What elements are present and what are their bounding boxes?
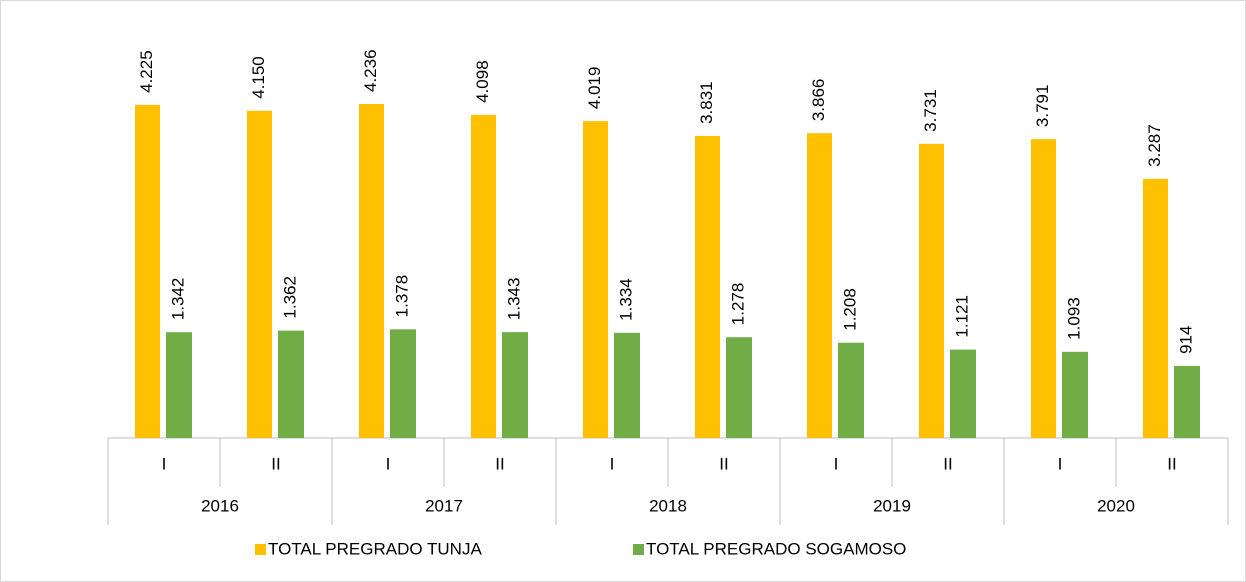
value-label: 4.236 [361,49,380,92]
bar [726,337,752,438]
value-label: 4.150 [249,56,268,99]
x-tick-label: I [1058,454,1063,473]
value-label: 4.225 [137,50,156,93]
bar [807,133,832,438]
bar [614,332,640,438]
bar [1062,351,1088,438]
x-tick-label: I [834,454,839,473]
bar [950,349,976,438]
value-label: 1.362 [280,276,299,319]
value-label: 1.342 [168,278,187,321]
bar [278,330,304,438]
group-label: 2018 [649,496,687,515]
value-label: 3.866 [809,79,828,122]
value-label: 3.287 [1145,124,1164,167]
bar [1031,139,1056,438]
bar [838,342,864,438]
bar [359,104,384,438]
bar [502,332,528,438]
bar [1174,365,1200,438]
x-tick-label: I [610,454,615,473]
value-label: 914 [1176,326,1195,354]
bar [166,332,192,438]
group-label: 2019 [873,496,911,515]
x-tick-label: II [271,454,280,473]
value-label: 1.378 [392,275,411,318]
bar [1143,178,1168,438]
group-label: 2017 [425,496,463,515]
x-tick-label: II [1167,454,1176,473]
bar [390,329,416,438]
bar [471,114,496,439]
bar [247,110,272,439]
value-label: 3.831 [697,81,716,124]
value-label: 1.343 [504,278,523,321]
x-tick-label: I [386,454,391,473]
legend-label: TOTAL PREGRADO SOGAMOSO [646,539,906,558]
value-label: 1.093 [1064,297,1083,340]
legend-label: TOTAL PREGRADO TUNJA [268,539,482,558]
group-label: 2020 [1097,496,1135,515]
value-label: 1.334 [616,278,635,321]
x-tick-label: II [495,454,504,473]
x-tick-label: II [719,454,728,473]
legend-swatch [255,544,266,555]
value-label: 1.278 [728,283,747,326]
x-tick-label: II [943,454,952,473]
bar [135,104,160,439]
value-label: 4.098 [473,60,492,103]
group-label: 2016 [201,496,239,515]
value-label: 1.121 [952,295,971,338]
value-label: 1.208 [840,288,859,331]
x-tick-label: I [162,454,167,473]
value-label: 3.791 [1033,85,1052,128]
value-label: 3.731 [921,89,940,132]
bar [695,135,720,439]
value-label: 4.019 [585,67,604,110]
legend-swatch [633,544,644,555]
bar [583,121,608,438]
bar [919,143,944,438]
